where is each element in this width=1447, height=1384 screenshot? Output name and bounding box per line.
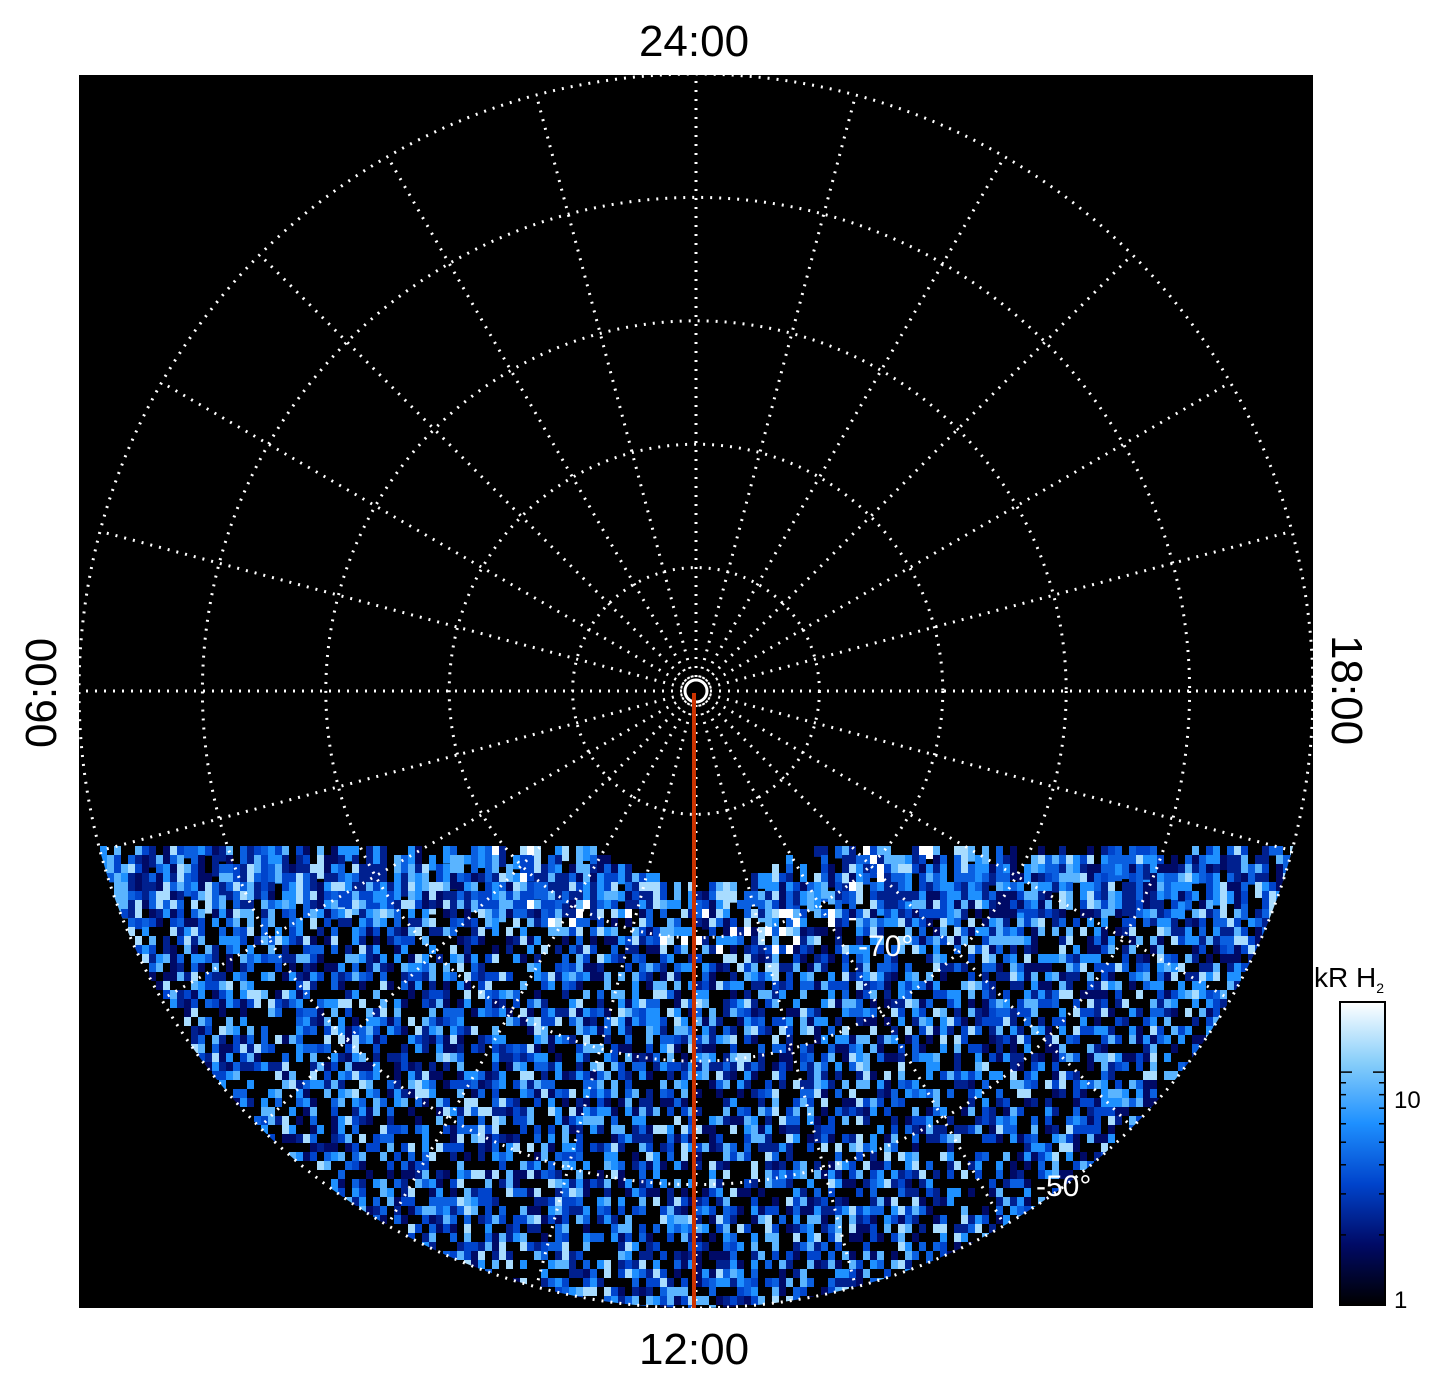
meridian-line — [701, 702, 1006, 1227]
meridian-line — [701, 155, 1006, 680]
meridian-line — [704, 699, 1134, 1129]
colorbar: kR H2 10 1 — [1314, 962, 1421, 1314]
colorbar-title-subscript: 2 — [1376, 980, 1384, 996]
local-time-label-top: 24:00 — [639, 17, 749, 66]
meridian-line — [386, 155, 691, 680]
meridian-line — [698, 704, 858, 1288]
colorbar-tick-label-1: 1 — [1394, 1287, 1407, 1314]
latitude-circle — [77, 72, 1315, 1310]
local-time-label-left: 06:00 — [17, 638, 66, 748]
colorbar-gradient — [1339, 1001, 1386, 1306]
meridian-line — [99, 529, 683, 689]
meridian-line — [698, 94, 858, 678]
meridian-line — [386, 702, 691, 1227]
meridian-line — [707, 381, 1232, 686]
colorbar-tick-label-10: 10 — [1394, 1087, 1421, 1114]
latitude-label-50: -50° — [1036, 1170, 1091, 1203]
meridian-line — [258, 699, 688, 1129]
meridian-line — [160, 696, 685, 1001]
local-time-label-right: 18:00 — [1322, 635, 1371, 745]
meridian-line — [709, 693, 1293, 853]
latitude-circle — [324, 319, 1068, 1063]
meridian-line — [160, 381, 685, 686]
colorbar-title: kR H2 — [1314, 962, 1384, 996]
meridian-line — [99, 693, 683, 853]
local-time-label-bottom: 12:00 — [639, 1325, 749, 1374]
meridian-line — [258, 253, 688, 683]
emission-layer — [100, 846, 1297, 1308]
meridian-line — [534, 704, 694, 1288]
meridian-line — [704, 253, 1134, 683]
meridian-line — [709, 529, 1293, 689]
meridian-line — [707, 696, 1232, 1001]
latitude-label-70: -70° — [858, 930, 913, 963]
meridian-line — [534, 94, 694, 678]
